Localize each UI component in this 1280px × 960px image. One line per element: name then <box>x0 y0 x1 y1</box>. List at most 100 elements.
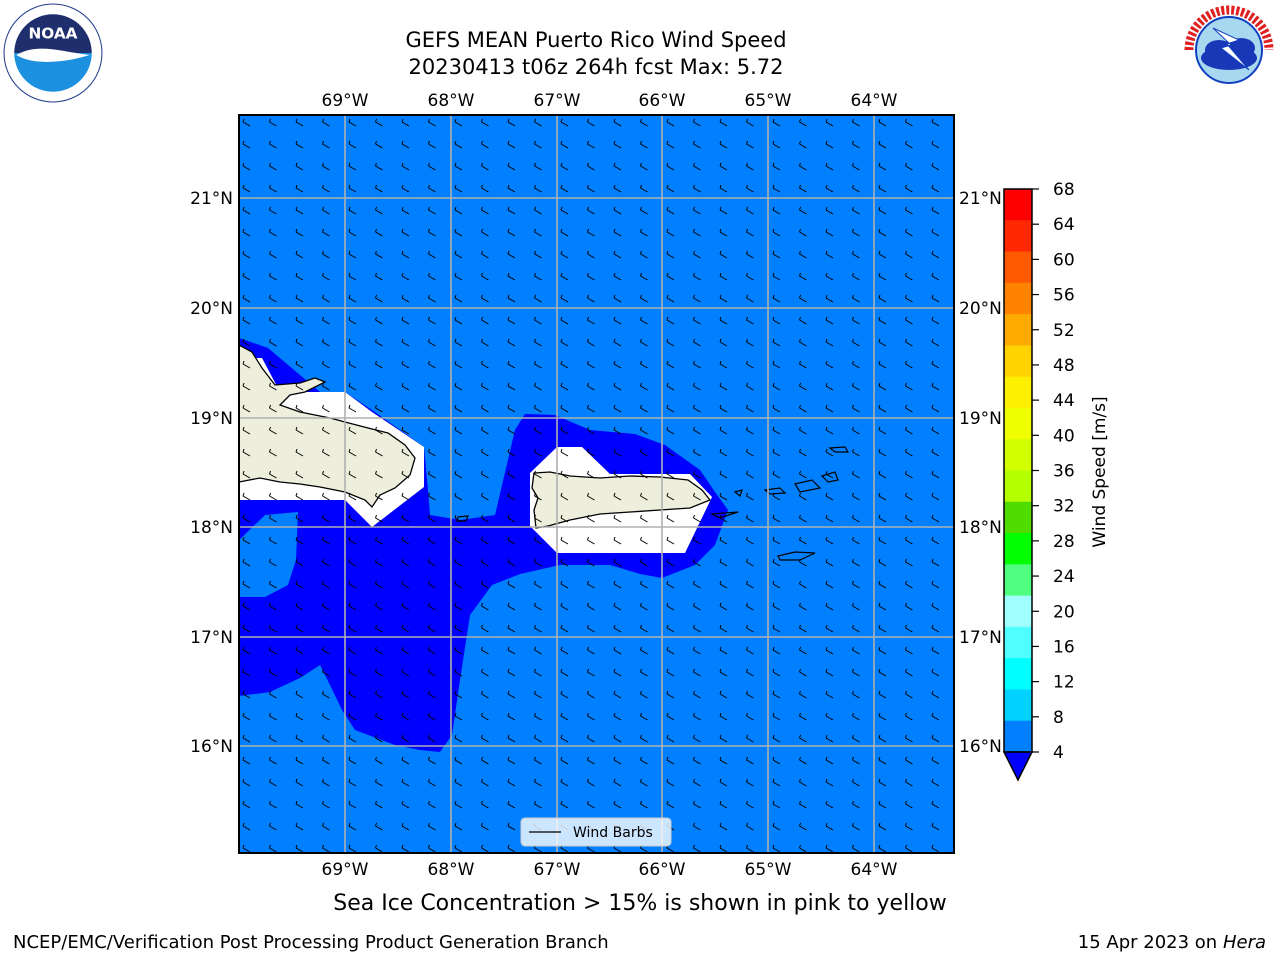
wind-barb-flag <box>693 646 695 651</box>
wind-barb-flag <box>719 580 722 585</box>
wind-barb-flag <box>746 316 748 321</box>
wind-barb <box>375 363 383 369</box>
wind-barb-flag <box>295 426 298 431</box>
wind-barb-flag <box>852 690 854 695</box>
colorbar-tick-label: 16 <box>1053 637 1075 657</box>
wind-barb <box>534 583 542 589</box>
wind-barb <box>454 671 463 677</box>
wind-barb-flag <box>560 756 563 761</box>
wind-barb-flag <box>905 360 907 365</box>
svg-text:NOAA: NOAA <box>28 25 77 43</box>
wind-barb <box>719 363 728 369</box>
wind-barb-flag <box>269 338 271 343</box>
wind-barb-flag <box>375 646 377 651</box>
wind-barb <box>269 803 277 809</box>
wind-barb <box>931 121 940 127</box>
wind-barb-flag <box>746 624 748 629</box>
wind-barb-flag <box>481 338 483 343</box>
wind-barb <box>825 187 834 193</box>
wind-barb <box>719 737 728 743</box>
wind-barb <box>772 561 781 567</box>
wind-barb <box>852 539 860 545</box>
wind-barb-flag <box>772 470 775 475</box>
wind-barb-flag <box>454 646 457 651</box>
wind-barb <box>666 781 675 787</box>
wind-barb-flag <box>693 206 695 211</box>
wind-barb-flag <box>560 602 563 607</box>
wind-barb-flag <box>719 426 722 431</box>
wind-barb <box>719 297 728 303</box>
wind-barb <box>481 341 489 347</box>
wind-barb <box>640 759 648 765</box>
wind-barb-flag <box>799 338 801 343</box>
wind-barb-flag <box>931 602 934 607</box>
wind-barb <box>560 429 569 435</box>
wind-barb-flag <box>507 404 510 409</box>
wind-barb-flag <box>613 602 616 607</box>
wind-barb <box>931 451 940 457</box>
wind-barb-flag <box>348 800 351 805</box>
wind-barb <box>852 627 860 633</box>
colorbar-segment <box>1004 470 1032 503</box>
wind-barb <box>481 759 489 765</box>
wind-barb-flag <box>560 206 563 211</box>
wind-barb-flag <box>799 228 801 233</box>
wind-barb-flag <box>481 624 483 629</box>
wind-barb-flag <box>428 822 430 827</box>
wind-barb-flag <box>269 382 271 387</box>
wind-barb <box>242 803 251 809</box>
wind-barb <box>507 473 516 479</box>
wind-barb-flag <box>507 492 510 497</box>
wind-barb <box>878 605 887 611</box>
wind-barb <box>587 693 595 699</box>
wind-barb-flag <box>454 140 457 145</box>
wind-barb <box>719 671 728 677</box>
wind-barb-flag <box>348 690 351 695</box>
wind-barb <box>560 407 569 413</box>
wind-barb-flag <box>269 712 271 717</box>
wind-barb-flag <box>719 690 722 695</box>
wind-barb <box>799 275 807 281</box>
footer-branch: NCEP/EMC/Verification Post Processing Pr… <box>13 932 609 953</box>
wind-barb-flag <box>375 580 377 585</box>
colorbar-tick-label: 40 <box>1053 426 1075 446</box>
wind-barb-flag <box>560 140 563 145</box>
wind-barb-flag <box>587 492 589 497</box>
wind-barb <box>852 737 860 743</box>
wind-barb-flag <box>242 448 245 453</box>
wind-barb-flag <box>799 140 801 145</box>
wind-barb-flag <box>719 624 722 629</box>
wind-barb <box>746 803 754 809</box>
colorbar-segment <box>1004 595 1032 628</box>
wind-barb <box>428 407 436 413</box>
wind-barb <box>269 275 277 281</box>
wind-barb <box>242 825 251 831</box>
wind-barb <box>931 517 940 523</box>
wind-barb-flag <box>507 646 510 651</box>
wind-barb-flag <box>428 162 430 167</box>
wind-barb-flag <box>401 316 404 321</box>
wind-barb-flag <box>799 448 801 453</box>
wind-barb <box>931 803 940 809</box>
wind-barb <box>825 737 834 743</box>
wind-barb-flag <box>666 184 669 189</box>
wind-barb-flag <box>375 690 377 695</box>
wind-barb-flag <box>905 162 907 167</box>
wind-barb-flag <box>905 404 907 409</box>
wind-barb-flag <box>799 734 801 739</box>
wind-barb <box>428 671 436 677</box>
wind-barb-flag <box>242 756 245 761</box>
wind-barb <box>666 847 675 853</box>
wind-barb <box>852 847 860 853</box>
wind-barb-flag <box>587 140 589 145</box>
wind-barb-flag <box>799 382 801 387</box>
wind-barb-flag <box>560 580 563 585</box>
wind-barb-flag <box>772 536 775 541</box>
wind-barb <box>401 253 410 259</box>
wind-barb <box>348 451 357 457</box>
wind-barb-flag <box>905 492 907 497</box>
wind-barb-flag <box>269 360 271 365</box>
wind-barb <box>852 385 860 391</box>
wind-barb <box>772 143 781 149</box>
wind-barb <box>613 275 622 281</box>
